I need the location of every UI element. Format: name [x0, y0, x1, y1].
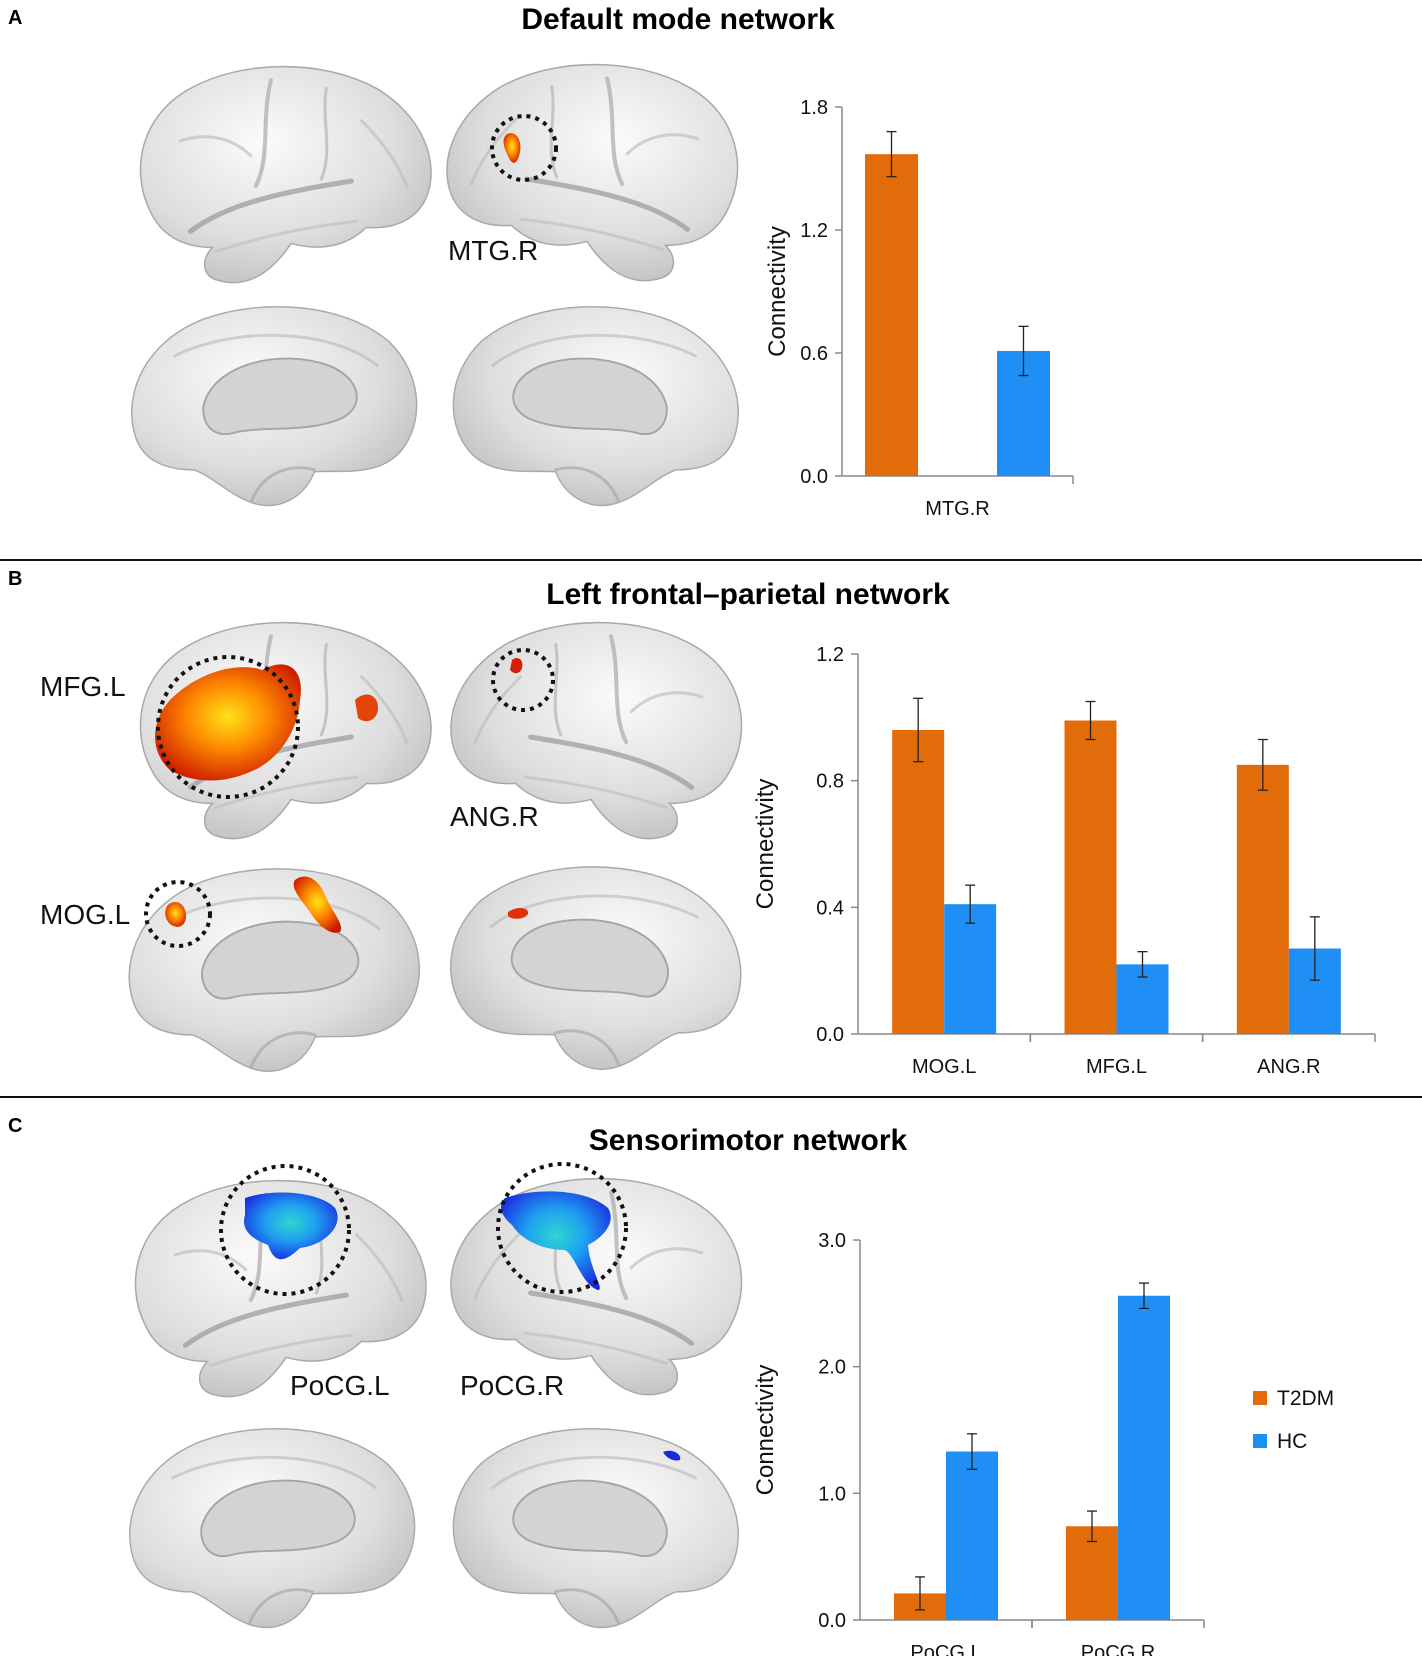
bar-t2dm-mfg-l	[1064, 720, 1117, 1034]
x-tick-label: PoCG.R	[1081, 1642, 1155, 1656]
activation-medial-right	[508, 907, 529, 919]
y-tick-label: 2.0	[818, 1357, 846, 1379]
panel-c-brains: PoCG.L PoCG.R	[128, 1162, 742, 1629]
activation-mog-l	[165, 902, 186, 927]
x-tick-label: MOG.L	[912, 1056, 976, 1078]
panel-a-title: Default mode network	[521, 3, 835, 36]
activation-medial-left-top	[293, 876, 342, 933]
panel-c-title: Sensorimotor network	[589, 1124, 908, 1157]
chart-c: 0.0 1.0 2.0 3.0 Connectivity PoCG.L PoCG.R	[752, 1230, 1205, 1656]
highlight-circle-pocg-r	[496, 1162, 628, 1294]
panel-b-brains: MFG.L ANG.R MOG.L	[40, 623, 743, 1073]
chart-a: 0.0 0.6 1.2 1.8 Connectivity MTG.R	[764, 97, 1074, 520]
activation-mtg-r	[503, 133, 521, 163]
legend-swatch-hc	[1253, 1434, 1267, 1448]
panel-a-brains: MTG.R	[130, 65, 740, 507]
panel-b-title: Left frontal–parietal network	[546, 578, 950, 611]
bar-hc-pocg-l	[946, 1451, 998, 1620]
y-tick-label: 1.2	[800, 220, 828, 242]
highlight-circle-mtg-r	[490, 114, 558, 182]
highlight-circle-pocg-l	[219, 1164, 351, 1296]
region-label-pocg-l: PoCG.L	[290, 1370, 390, 1401]
y-tick-label: 0.0	[800, 466, 828, 488]
x-tick-label: MTG.R	[925, 498, 989, 520]
y-tick-label: 1.2	[816, 644, 844, 666]
highlight-circle-ang-r	[491, 648, 555, 712]
region-label-ang-r: ANG.R	[450, 801, 539, 832]
y-axis-label: Connectivity	[752, 1365, 779, 1496]
legend-label-hc: HC	[1277, 1430, 1307, 1453]
x-tick-label: ANG.R	[1257, 1056, 1320, 1078]
bar-t2dm-ang-r	[1236, 764, 1289, 1034]
highlight-circle-mog-l	[144, 880, 212, 948]
brain-medial-left	[130, 305, 419, 507]
y-axis-label: Connectivity	[752, 779, 779, 910]
bar-hc-mog-l	[944, 904, 997, 1034]
y-tick-label: 0.4	[816, 897, 844, 919]
panel-b-letter: B	[8, 568, 22, 590]
brain-medial-right	[451, 1427, 740, 1629]
activation-mfg-l-extra	[355, 694, 378, 722]
x-tick-label: PoCG.L	[910, 1642, 981, 1656]
y-tick-label: 0.6	[800, 343, 828, 365]
activation-medial-right-edge	[663, 1450, 681, 1461]
legend: T2DM HC	[1253, 1387, 1334, 1453]
brain-medial-left	[127, 867, 421, 1073]
legend-swatch-t2dm	[1253, 1391, 1267, 1405]
y-tick-label: 1.0	[818, 1483, 846, 1505]
highlight-circle-mfg-l	[156, 655, 300, 799]
activation-mfg-l	[155, 664, 301, 781]
brain-medial-left	[128, 1427, 417, 1629]
bar-t2dm-mog-l	[892, 730, 945, 1034]
activation-ang-r	[510, 657, 523, 674]
activation-pocg-r	[500, 1191, 611, 1290]
activation-pocg-l	[244, 1192, 338, 1260]
region-label-mfg-l: MFG.L	[40, 671, 126, 702]
chart-b: 0.0 0.4 0.8 1.2 Connectivity MOG.L MFG.L ANG.R	[752, 644, 1376, 1078]
legend-label-t2dm: T2DM	[1277, 1387, 1334, 1410]
region-label-mog-l: MOG.L	[40, 899, 130, 930]
region-label-mtg-r: MTG.R	[448, 235, 538, 266]
y-tick-label: 0.0	[816, 1024, 844, 1046]
y-axis-label: Connectivity	[764, 226, 791, 357]
brain-medial-right	[449, 865, 743, 1071]
panel-a-letter: A	[8, 7, 22, 29]
y-tick-label: 0.0	[818, 1610, 846, 1632]
panel-c-letter: C	[8, 1115, 22, 1137]
brain-medial-right	[451, 305, 740, 507]
y-tick-label: 0.8	[816, 771, 844, 793]
x-tick-label: MFG.L	[1086, 1056, 1147, 1078]
bar-hc-pocg-r	[1118, 1295, 1170, 1620]
brain-lateral-left	[140, 67, 431, 283]
y-tick-label: 3.0	[818, 1230, 846, 1252]
y-tick-label: 1.8	[800, 97, 828, 119]
bar-t2dm-mtg-r	[865, 154, 918, 476]
region-label-pocg-r: PoCG.R	[460, 1370, 564, 1401]
